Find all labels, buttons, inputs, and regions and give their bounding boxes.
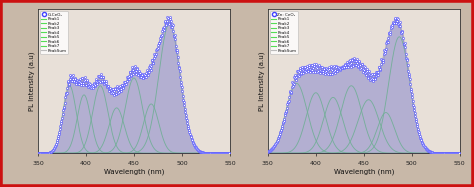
Legend: G-CeO₂, Peak1, Peak2, Peak3, Peak4, Peak5, Peak6, Peak7, PeakSum: G-CeO₂, Peak1, Peak2, Peak3, Peak4, Peak… [40,11,68,54]
Y-axis label: PL Intensity (a.u): PL Intensity (a.u) [28,52,35,111]
Y-axis label: PL Intensity (a.u): PL Intensity (a.u) [258,52,265,111]
X-axis label: Wavelength (nm): Wavelength (nm) [104,169,164,175]
Legend: Zn: CeO₂, Peak1, Peak2, Peak3, Peak4, Peak5, Peak6, Peak7, PeakSum: Zn: CeO₂, Peak1, Peak2, Peak3, Peak4, Pe… [270,11,298,54]
X-axis label: Wavelength (nm): Wavelength (nm) [334,169,394,175]
